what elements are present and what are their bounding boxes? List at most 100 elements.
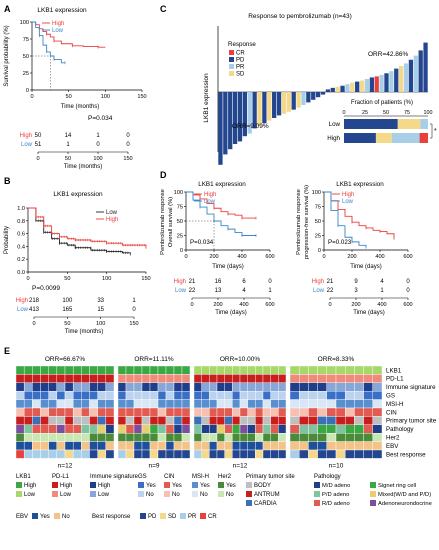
oncoprint-cell: [372, 441, 383, 451]
oncoprint-cell: [372, 382, 383, 392]
legend-label: CR: [236, 51, 245, 57]
panel-d-pvalue: P=0.034: [190, 239, 214, 246]
oncoprint-cell: [125, 374, 135, 383]
waterfall-bar: [232, 92, 238, 144]
oncoprint-cell: [224, 449, 233, 459]
panel-a-xlabel: Time (months): [61, 104, 99, 110]
oncoprint-cell: [89, 433, 98, 442]
oncoprint-cell: [23, 407, 33, 417]
oncoprint-cell: [72, 382, 82, 392]
fraction-row-label: Low: [329, 121, 341, 128]
oncoprint-group-2: ORR=11.11% n=9: [117, 356, 191, 469]
oncoprint-cell: [48, 374, 58, 383]
oncoprint-cell: [278, 391, 287, 400]
risk-xlabel: Time (months): [65, 329, 103, 335]
oncoprint-cell: [72, 374, 82, 383]
waterfall-bar: [262, 92, 267, 124]
legend-group-title: PD-L1: [52, 474, 70, 480]
oncoprint-cell: [372, 407, 383, 417]
oncoprint-cell: [56, 407, 66, 417]
y-tick-label: 1.0: [17, 206, 25, 212]
oncoprint-cell: [97, 365, 107, 375]
risk-tick-label: 50: [64, 321, 70, 327]
oncoprint-cell: [255, 399, 264, 409]
oncoprint-cell: [354, 424, 364, 434]
waterfall-bar: [359, 80, 365, 92]
oncoprint-cell: [255, 365, 264, 375]
oncoprint-cell: [201, 374, 210, 383]
oncoprint-cell: [149, 407, 159, 417]
panel-c-orr-low: ORR=9.09%: [232, 123, 269, 130]
y-tick-label: 75: [177, 205, 183, 211]
x-tick-label: 0: [184, 254, 187, 260]
x-tick-label: 400: [375, 254, 384, 260]
oncoprint-cell: [326, 391, 337, 400]
oncoprint-cell: [125, 365, 135, 375]
waterfall-bar: [379, 74, 384, 92]
oncoprint-cell: [224, 374, 233, 383]
oncoprint-cell: [15, 407, 25, 417]
oncoprint-cell: [232, 424, 241, 434]
oncoprint-cell: [141, 416, 151, 425]
panel-c-waterfall: [217, 26, 428, 165]
risk-xlabel: Time (days): [215, 310, 246, 316]
legend-swatch: [90, 491, 96, 497]
oncoprint-cell: [262, 416, 271, 425]
oncoprint-cell: [209, 449, 218, 459]
legend-item-label: R/D adeno: [322, 501, 350, 507]
oncoprint-cell: [173, 365, 183, 375]
oncoprint-cell: [317, 433, 328, 442]
oncoprint-cell: [289, 424, 300, 434]
risk-value: 0: [126, 142, 130, 148]
legend-label: Low: [106, 210, 118, 216]
y-tick-label: 25: [315, 234, 321, 240]
y-tick-label: 0: [26, 88, 29, 94]
panel-d-ylabel: progression-free survival (%): [304, 185, 310, 259]
oncoprint-cell: [89, 399, 98, 409]
x-tick-label: 0: [322, 254, 325, 260]
oncoprint-cell: [270, 441, 279, 451]
oncoprint-cell: [173, 382, 183, 392]
oncoprint-cell: [125, 424, 135, 434]
oncoprint-cell: [270, 424, 279, 434]
oncoprint-cell: [299, 407, 309, 417]
waterfall-bar: [355, 81, 360, 92]
oncoprint-cell: [335, 374, 346, 383]
oncoprint-cell: [40, 374, 49, 383]
legend-swatch: [16, 491, 22, 497]
oncoprint-cell: [262, 441, 271, 451]
oncoprint-group-1: ORR=66.67% n=12: [15, 356, 115, 469]
risk-value: 3: [354, 288, 358, 294]
panel-d-ylabel: Overall survival (%): [168, 197, 174, 247]
oncoprint-cell: [326, 433, 337, 442]
oncoprint-row-label: Primary tumor site: [386, 418, 437, 425]
oncoprint-cell: [125, 399, 135, 409]
y-tick-label: 75: [315, 205, 321, 211]
panel-e-legend: LKB1 High Low PD-L1 High Low Immune signature H…: [16, 474, 432, 520]
oncoprint-cell: [201, 382, 210, 392]
oncoprint-cell: [326, 449, 337, 459]
oncoprint-cell: [173, 449, 183, 459]
oncoprint-cell: [239, 407, 248, 417]
oncoprint-cell: [317, 399, 328, 409]
legend-group-title: Primary tumor site: [246, 474, 295, 480]
risk-tick-label: 50: [65, 156, 71, 162]
oncoprint-cell: [48, 407, 58, 417]
oncoprint-cell: [216, 441, 225, 451]
oncoprint-cell: [181, 374, 191, 383]
risk-value: 0: [126, 133, 130, 139]
legend-item-label: CR: [208, 514, 217, 520]
oncoprint-cell: [133, 416, 143, 425]
oncoprint-cell: [181, 416, 191, 425]
oncoprint-cell: [81, 374, 90, 383]
risk-tick-label: 0: [36, 156, 39, 162]
legend-swatch: [160, 513, 166, 519]
legend-item-label: Yes: [40, 514, 50, 520]
risk-tick-label: 0: [32, 321, 35, 327]
waterfall-bar: [286, 92, 291, 112]
risk-xlabel: Time (days): [353, 310, 384, 316]
waterfall-bar: [389, 71, 394, 92]
x-tick-label: 0: [26, 276, 29, 282]
oncoprint-cell: [23, 365, 33, 375]
